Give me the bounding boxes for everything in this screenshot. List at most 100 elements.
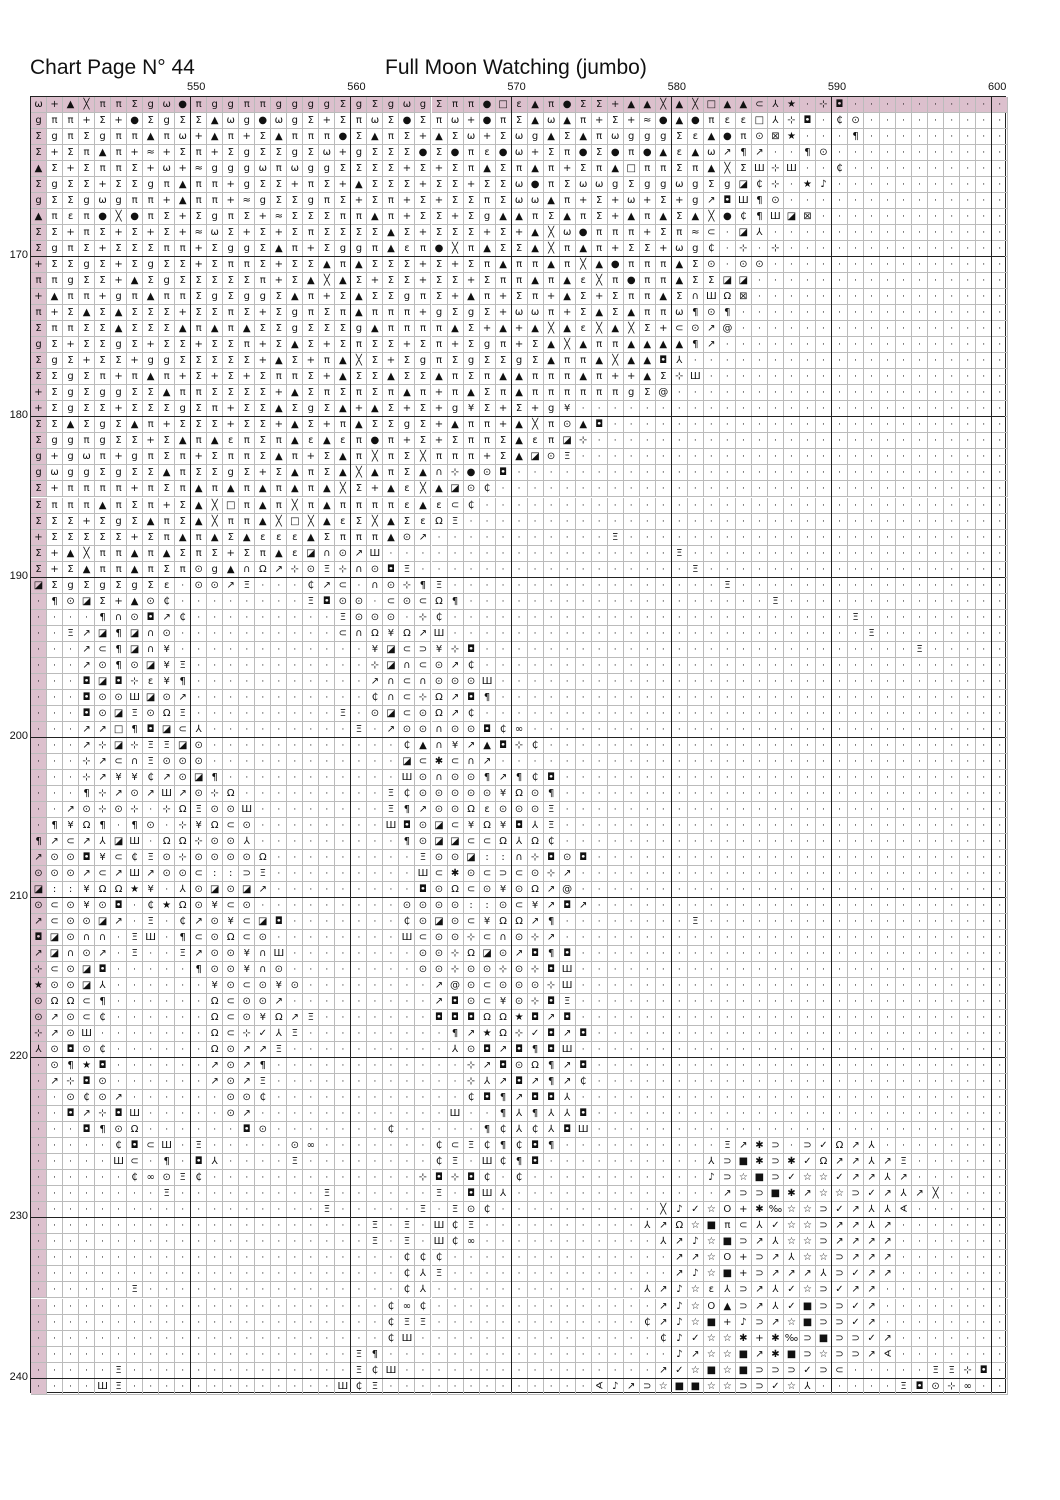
chart-cell: Ξ bbox=[399, 1234, 416, 1251]
chart-cell: · bbox=[832, 417, 848, 434]
chart-cell: · bbox=[928, 433, 945, 450]
chart-cell: · bbox=[751, 369, 768, 386]
chart-cell: ⊙ bbox=[335, 593, 352, 610]
chart-cell: · bbox=[127, 1266, 144, 1283]
chart-cell: ε bbox=[511, 97, 528, 113]
chart-cell: Σ bbox=[31, 177, 47, 194]
chart-cell: Ξ bbox=[896, 1378, 913, 1395]
chart-cell: ⊹ bbox=[95, 785, 112, 802]
chart-cell: ⊙ bbox=[527, 978, 544, 995]
chart-cell: : bbox=[63, 881, 80, 898]
chart-cell: · bbox=[575, 481, 592, 498]
chart-cell: · bbox=[159, 817, 176, 834]
chart-cell: · bbox=[47, 1266, 64, 1283]
chart-cell: · bbox=[992, 257, 1009, 274]
chart-cell: + bbox=[415, 257, 432, 274]
chart-cell: ⅄ bbox=[559, 1106, 576, 1123]
chart-cell: · bbox=[207, 1122, 224, 1139]
chart-cell: ↗ bbox=[864, 1314, 881, 1331]
chart-cell: · bbox=[880, 449, 897, 466]
chart-cell: · bbox=[960, 1346, 977, 1363]
chart-cell: · bbox=[976, 593, 993, 610]
chart-cell: · bbox=[623, 577, 640, 594]
chart-cell: · bbox=[63, 1234, 80, 1251]
chart-cell: ◪ bbox=[31, 881, 47, 898]
chart-cell: · bbox=[735, 641, 752, 658]
chart-cell: · bbox=[335, 721, 352, 738]
chart-cell: ▲ bbox=[127, 561, 144, 578]
chart-cell: ↗ bbox=[880, 1154, 897, 1171]
chart-cell: + bbox=[431, 433, 448, 450]
chart-cell: + bbox=[303, 353, 320, 370]
chart-cell: ▲ bbox=[335, 353, 352, 370]
chart-cell: · bbox=[960, 433, 977, 450]
chart-cell: π bbox=[383, 305, 400, 322]
chart-cell: · bbox=[127, 1090, 144, 1107]
chart-cell: · bbox=[848, 625, 865, 642]
chart-cell: Σ bbox=[655, 193, 672, 210]
chart-cell: · bbox=[511, 1330, 528, 1347]
chart-cell: · bbox=[607, 946, 624, 963]
chart-cell: · bbox=[303, 833, 320, 850]
chart-cell: · bbox=[303, 641, 320, 658]
chart-cell: · bbox=[928, 898, 945, 914]
chart-cell: · bbox=[175, 625, 192, 642]
chart-cell: · bbox=[703, 946, 720, 963]
chart-cell: π bbox=[447, 385, 464, 402]
chart-cell: π bbox=[143, 481, 160, 498]
chart-cell: g bbox=[319, 97, 336, 113]
chart-cell: · bbox=[928, 241, 945, 258]
chart-cell: · bbox=[255, 817, 272, 834]
chart-cell: · bbox=[719, 513, 736, 530]
chart-cell: · bbox=[559, 465, 576, 482]
chart-cell: ▲ bbox=[511, 433, 528, 450]
chart-cell: · bbox=[960, 1090, 977, 1107]
chart-cell: ♪ bbox=[815, 177, 832, 194]
chart-cell: · bbox=[944, 898, 961, 914]
chart-cell: · bbox=[191, 1122, 208, 1139]
chart-cell: ¶ bbox=[399, 833, 416, 850]
chart-cell: · bbox=[255, 833, 272, 850]
chart-cell: Ω bbox=[175, 833, 192, 850]
chart-cell: g bbox=[143, 257, 160, 274]
chart-cell: ╳ bbox=[591, 273, 608, 290]
chart-cell: · bbox=[815, 497, 832, 514]
chart-cell: · bbox=[832, 865, 848, 882]
chart-cell: · bbox=[944, 561, 961, 578]
chart-cell: + bbox=[31, 529, 47, 546]
chart-cell: · bbox=[607, 1314, 624, 1331]
chart-cell: ∢ bbox=[896, 1202, 913, 1219]
chart-cell: · bbox=[159, 1282, 176, 1299]
chart-cell: · bbox=[896, 1250, 913, 1267]
chart-cell: g bbox=[655, 129, 672, 146]
chart-cell: · bbox=[335, 1330, 352, 1347]
chart-cell: ▲ bbox=[479, 737, 496, 754]
chart-cell: · bbox=[719, 946, 736, 963]
chart-cell: + bbox=[623, 113, 640, 130]
chart-cell: ◘ bbox=[976, 1362, 993, 1379]
chart-cell: · bbox=[479, 609, 496, 626]
chart-cell: · bbox=[976, 609, 993, 626]
chart-cell: ⅄ bbox=[719, 1282, 736, 1299]
chart-cell: Σ bbox=[495, 177, 512, 194]
chart-cell: · bbox=[928, 225, 945, 242]
chart-cell: · bbox=[143, 1090, 160, 1107]
chart-cell: g bbox=[63, 577, 80, 594]
chart-cell: ▲ bbox=[431, 481, 448, 498]
chart-cell: · bbox=[335, 930, 352, 947]
chart-cell: · bbox=[864, 193, 881, 210]
chart-cell: · bbox=[575, 1330, 592, 1347]
chart-cell: · bbox=[623, 513, 640, 530]
chart-cell: ⊙ bbox=[447, 673, 464, 690]
chart-cell: · bbox=[415, 1074, 432, 1091]
chart-cell: · bbox=[960, 1202, 977, 1219]
chart-cell: · bbox=[607, 849, 624, 866]
chart-cell: · bbox=[623, 978, 640, 995]
chart-cell: · bbox=[575, 1010, 592, 1027]
chart-cell: ↗ bbox=[47, 1010, 64, 1027]
chart-cell: Σ bbox=[415, 113, 432, 130]
chart-cell: · bbox=[639, 1330, 656, 1347]
chart-cell: · bbox=[623, 1122, 640, 1139]
chart-cell: ↗ bbox=[655, 1362, 672, 1379]
chart-cell: · bbox=[832, 529, 848, 546]
